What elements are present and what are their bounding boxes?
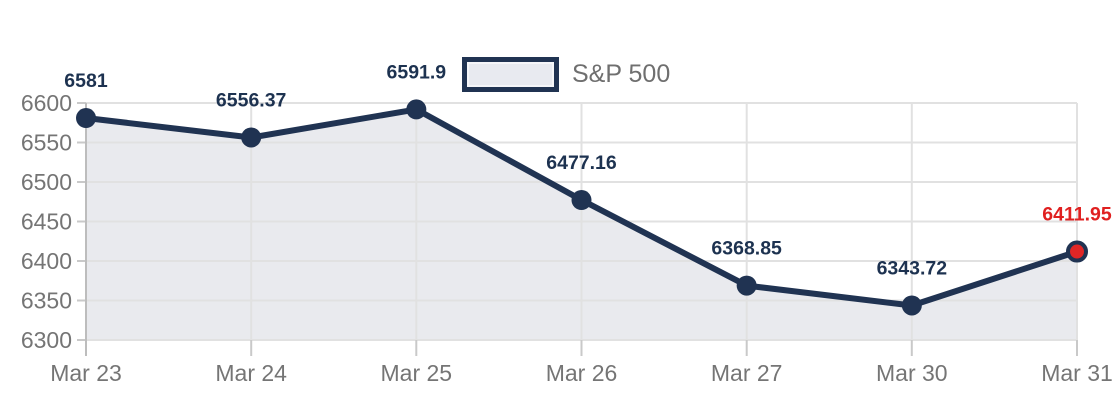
y-axis-label: 6300 [21, 327, 72, 353]
y-axis-label: 6350 [21, 288, 72, 314]
data-point-value: 6477.16 [546, 152, 617, 174]
x-axis-label: Mar 26 [546, 360, 618, 386]
data-point-value: 6556.37 [216, 90, 287, 112]
data-point-highlight[interactable] [1066, 240, 1088, 263]
y-axis-label: 6550 [21, 130, 72, 156]
data-point[interactable] [901, 295, 922, 316]
legend-sp500[interactable]: S&P 500 [462, 56, 670, 92]
legend-label[interactable]: S&P 500 [572, 59, 671, 88]
x-axis-label: Mar 30 [876, 360, 948, 386]
data-point-value-highlight: 6411.95 [1042, 204, 1112, 226]
y-axis-label: 6500 [21, 169, 72, 195]
data-point[interactable] [571, 190, 592, 211]
data-point-value: 6368.85 [711, 238, 782, 260]
data-point-value: 6591.9 [387, 61, 447, 83]
data-point-value: 6581 [64, 70, 108, 92]
y-axis-label: 6450 [21, 209, 72, 235]
data-point[interactable] [241, 127, 262, 148]
y-axis-label: 6600 [21, 90, 72, 116]
x-axis-label: Mar 31 [1041, 360, 1113, 386]
y-axis-label: 6400 [21, 248, 72, 274]
data-point-value: 6343.72 [877, 258, 948, 280]
data-point[interactable] [76, 108, 96, 129]
data-point[interactable] [736, 275, 757, 296]
x-axis-label: Mar 23 [50, 360, 122, 386]
legend-swatch-icon[interactable] [462, 56, 559, 92]
data-point[interactable] [406, 99, 427, 120]
x-axis-label: Mar 27 [711, 360, 783, 386]
x-axis-label: Mar 25 [381, 360, 453, 386]
x-axis-label: Mar 24 [215, 360, 287, 386]
